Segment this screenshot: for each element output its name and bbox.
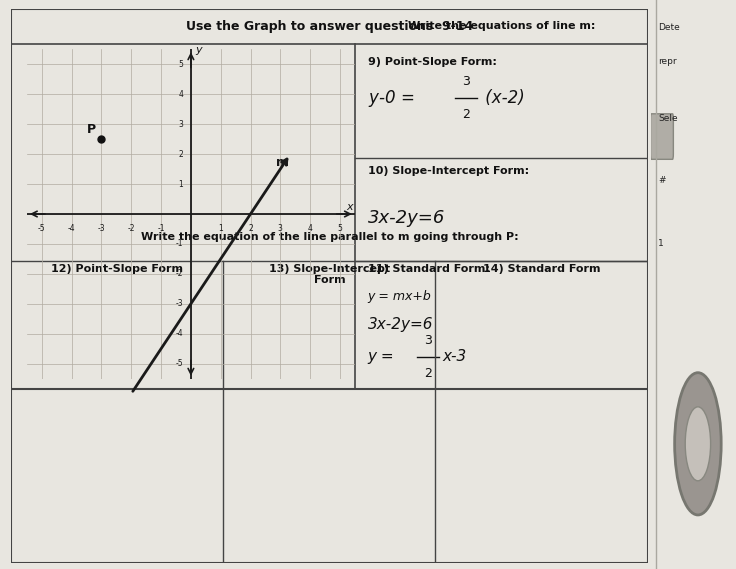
Text: 5: 5 bbox=[338, 225, 342, 233]
Text: -4: -4 bbox=[176, 329, 183, 338]
Text: 11) Standard Form:: 11) Standard Form: bbox=[367, 264, 489, 274]
Text: 9) Point-Slope Form:: 9) Point-Slope Form: bbox=[367, 57, 497, 68]
Text: (x-2): (x-2) bbox=[481, 89, 525, 108]
Text: -2: -2 bbox=[127, 225, 135, 233]
Text: Dete: Dete bbox=[658, 23, 680, 32]
Text: Use the Graph to answer questions  9-14: Use the Graph to answer questions 9-14 bbox=[185, 20, 473, 32]
Text: -1: -1 bbox=[158, 225, 165, 233]
Text: $\mathit{y}$-0 =: $\mathit{y}$-0 = bbox=[367, 88, 416, 109]
Text: 3: 3 bbox=[179, 119, 183, 129]
Text: 12) Point-Slope Form: 12) Point-Slope Form bbox=[51, 264, 183, 274]
Ellipse shape bbox=[685, 407, 711, 481]
Text: 2: 2 bbox=[424, 366, 432, 380]
Text: 13) Slope-Intercept
Form: 13) Slope-Intercept Form bbox=[269, 264, 390, 286]
FancyBboxPatch shape bbox=[651, 114, 673, 159]
Text: Sele: Sele bbox=[658, 114, 678, 123]
Text: 3x-2y=6: 3x-2y=6 bbox=[367, 318, 433, 332]
Text: -3: -3 bbox=[176, 299, 183, 308]
Text: 5: 5 bbox=[179, 60, 183, 69]
Text: 3: 3 bbox=[462, 76, 470, 88]
Text: 2: 2 bbox=[462, 109, 470, 121]
Text: 1: 1 bbox=[658, 239, 664, 248]
Text: m: m bbox=[276, 156, 289, 168]
Text: -2: -2 bbox=[176, 269, 183, 278]
Text: y =: y = bbox=[367, 349, 399, 364]
Text: 4: 4 bbox=[179, 90, 183, 99]
Text: 1: 1 bbox=[179, 180, 183, 188]
Text: -3: -3 bbox=[98, 225, 105, 233]
Text: 2: 2 bbox=[248, 225, 253, 233]
Text: x-3: x-3 bbox=[442, 349, 467, 364]
Text: repr: repr bbox=[658, 57, 677, 66]
Text: 3x-2y=6: 3x-2y=6 bbox=[367, 209, 445, 226]
Text: 14) Standard Form: 14) Standard Form bbox=[483, 264, 601, 274]
Text: 2: 2 bbox=[179, 150, 183, 159]
Text: 3: 3 bbox=[278, 225, 283, 233]
Text: 4: 4 bbox=[308, 225, 313, 233]
Text: #: # bbox=[658, 176, 665, 185]
Text: 1: 1 bbox=[219, 225, 223, 233]
Ellipse shape bbox=[675, 373, 721, 515]
Text: -5: -5 bbox=[176, 359, 183, 368]
Text: -1: -1 bbox=[176, 240, 183, 249]
Text: P: P bbox=[86, 123, 96, 136]
Text: x: x bbox=[346, 201, 353, 212]
Text: y = mx+b: y = mx+b bbox=[367, 290, 431, 303]
Text: Write the equation of the line parallel to m going through P:: Write the equation of the line parallel … bbox=[141, 232, 518, 242]
Text: 10) Slope-Intercept Form:: 10) Slope-Intercept Form: bbox=[367, 166, 528, 176]
Text: Write the equations of line m:: Write the equations of line m: bbox=[408, 21, 595, 31]
Text: -4: -4 bbox=[68, 225, 76, 233]
Text: 3: 3 bbox=[424, 334, 432, 347]
Text: y: y bbox=[195, 46, 202, 55]
Text: -5: -5 bbox=[38, 225, 46, 233]
